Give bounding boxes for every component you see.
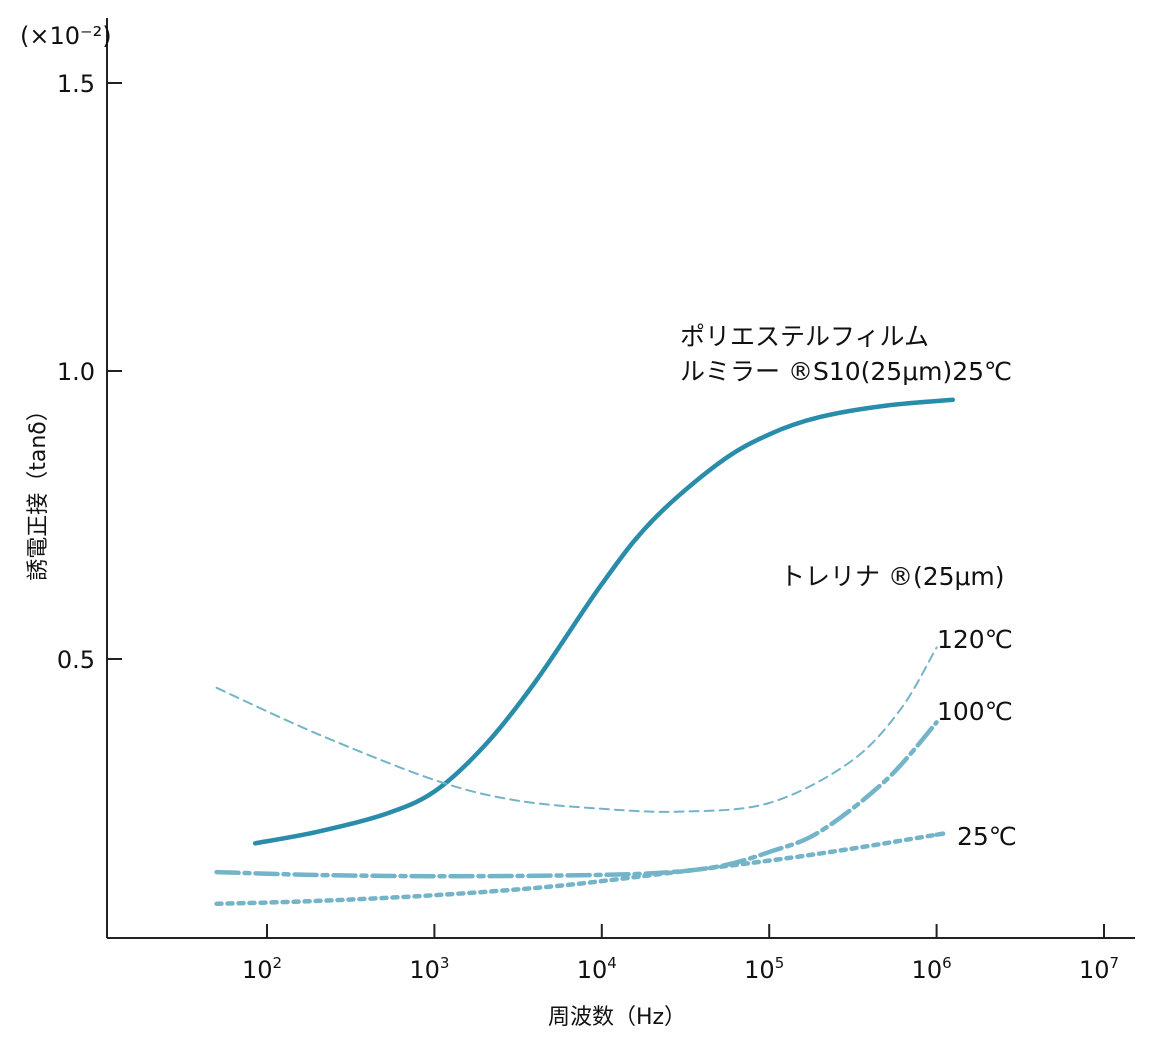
x-tick-label-5: 107 (1079, 954, 1119, 984)
y-ticks: 0.5 1.0 1.5 (57, 70, 122, 674)
series-torelina-120c (215, 646, 938, 813)
y-tick-label-1: 1.0 (57, 358, 95, 386)
annotation-torelina: トレリナ ®(25μm) (780, 562, 1005, 591)
annotation-polyester-line2: ルミラー ®S10(25μm)25℃ (680, 357, 1012, 386)
series-torelina-100c (214, 720, 939, 879)
x-ticks: 102 103 104 105 106 107 (242, 924, 1119, 984)
series-group (214, 397, 956, 907)
x-tick-label-1: 103 (409, 954, 449, 984)
annotation-120c: 120℃ (937, 625, 1013, 654)
x-tick-label-2: 104 (577, 954, 617, 984)
series-torelina-25c (214, 831, 946, 907)
x-tick-label-3: 105 (744, 954, 784, 984)
y-multiplier-label: (×10⁻²) (20, 22, 112, 50)
y-axis-title: 誘電正接（tanδ） (26, 399, 51, 581)
annotation-100c: 100℃ (937, 697, 1013, 726)
x-tick-label-0: 102 (242, 954, 282, 984)
series-polyester-25c (252, 397, 956, 846)
y-tick-label-0: 0.5 (57, 646, 95, 674)
x-tick-label-4: 106 (912, 954, 952, 984)
annotation-polyester-line1: ポリエステルフィルム (680, 322, 929, 351)
annotation-25c: 25℃ (957, 822, 1017, 851)
x-axis-title: 周波数（Hz） (548, 1005, 686, 1030)
y-tick-label-2: 1.5 (57, 70, 95, 98)
